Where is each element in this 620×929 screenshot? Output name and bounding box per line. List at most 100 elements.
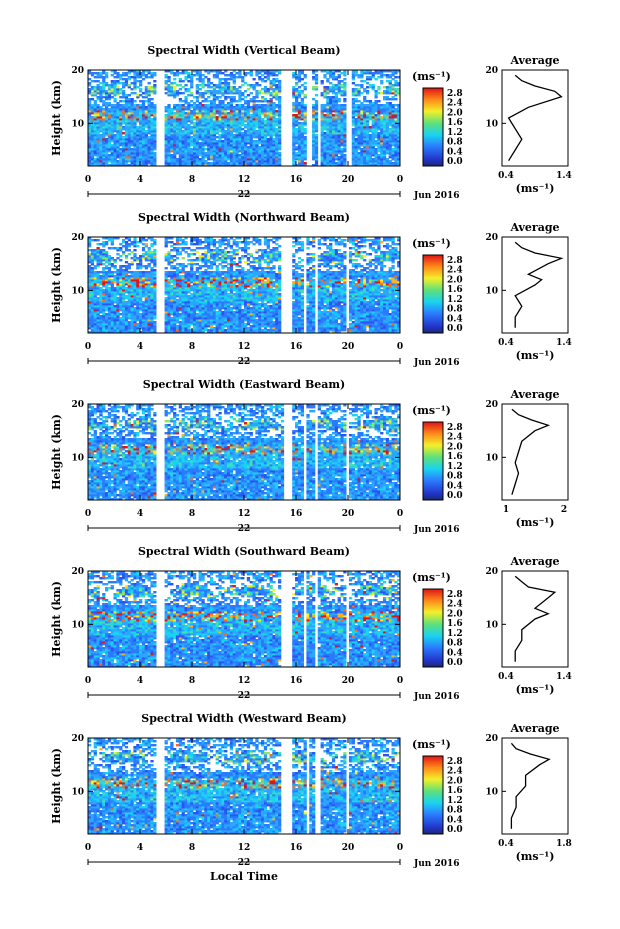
heatmap-cell — [198, 88, 202, 91]
heatmap-cell — [144, 158, 148, 161]
heatmap-cell — [195, 78, 200, 81]
heatmap-cell — [329, 82, 333, 85]
heatmap-cell — [320, 164, 324, 167]
heatmap-cell — [107, 150, 112, 153]
heatmap-cell — [246, 160, 251, 163]
heatmap-cell — [266, 100, 270, 103]
heatmap-cell — [190, 92, 194, 95]
heatmap-cell — [198, 102, 202, 105]
heatmap-cell — [164, 144, 168, 147]
heatmap-cell — [136, 80, 140, 83]
heatmap-cell — [269, 162, 273, 165]
heatmap-cell — [235, 144, 239, 147]
heatmap-cell — [266, 164, 270, 167]
heatmap-cell — [241, 154, 245, 157]
heatmap-cell — [329, 148, 333, 151]
heatmap-cell — [187, 72, 191, 75]
heatmap-cell — [292, 146, 296, 149]
heatmap-cell — [365, 162, 370, 165]
heatmap-cell — [119, 154, 123, 157]
heatmap-cell — [147, 148, 151, 151]
heatmap-cell — [170, 82, 174, 85]
heatmap-cell — [235, 148, 239, 151]
heatmap-cell — [357, 88, 361, 91]
heatmap-cell — [207, 144, 211, 147]
heatmap-cell — [312, 98, 316, 101]
heatmap-cell — [371, 148, 375, 151]
heatmap-cell — [337, 98, 341, 101]
heatmap-cell — [363, 148, 367, 151]
heatmap-cell — [323, 148, 327, 151]
heatmap-cell — [394, 98, 398, 101]
heatmap-cell — [246, 154, 251, 157]
heatmap-cell — [147, 146, 151, 149]
heatmap-cell — [394, 80, 398, 83]
heatmap-cell — [184, 152, 188, 155]
heatmap-cell — [272, 144, 276, 147]
heatmap-cell — [218, 152, 222, 155]
heatmap-cell — [136, 126, 140, 129]
heatmap-cell — [331, 162, 336, 165]
heatmap-cell — [292, 86, 296, 89]
heatmap-cell — [357, 154, 361, 157]
heatmap-cell — [224, 160, 228, 163]
colorbar-tick-label: 0.0 — [447, 157, 463, 167]
heatmap-cell — [181, 158, 185, 161]
heatmap-cell — [351, 158, 356, 161]
heatmap-cell — [365, 76, 370, 79]
heatmap-cell — [246, 100, 251, 103]
heatmap-cell — [164, 162, 168, 165]
heatmap-cell — [232, 156, 236, 159]
heatmap-cell — [278, 160, 282, 163]
heatmap-cell — [178, 72, 182, 75]
heatmap-cell — [326, 152, 330, 155]
heatmap-cell — [221, 78, 225, 81]
heatmap-cell — [90, 148, 95, 151]
heatmap-cell — [300, 90, 304, 93]
heatmap-cell — [238, 90, 242, 93]
heatmap-cell — [275, 164, 279, 167]
heatmap-cell — [323, 162, 327, 165]
heatmap-cell — [221, 160, 225, 163]
heatmap-cell — [292, 114, 296, 117]
heatmap-cell — [249, 150, 253, 153]
heatmap-cell — [382, 90, 387, 93]
heatmap-cell — [363, 150, 367, 153]
heatmap-cell — [133, 92, 137, 95]
heatmap-cell — [232, 144, 236, 147]
heatmap-cell — [195, 150, 200, 153]
heatmap-cell — [292, 156, 296, 159]
heatmap-cell — [255, 90, 259, 93]
heatmap-cell — [382, 162, 387, 165]
heatmap-cell — [184, 162, 188, 165]
heatmap-cell — [215, 148, 219, 151]
heatmap-cell — [394, 164, 398, 167]
heatmap-cell — [190, 126, 194, 129]
heatmap-cell — [119, 88, 123, 91]
heatmap-cell — [354, 154, 358, 157]
heatmap-cell — [351, 321, 356, 324]
heatmap-cell — [272, 88, 276, 91]
heatmap-cell — [357, 158, 361, 161]
heatmap-cell — [354, 164, 358, 167]
heatmap-cell — [244, 82, 248, 85]
heatmap-cell — [164, 156, 168, 159]
heatmap-cell — [303, 104, 307, 107]
heatmap-cell — [380, 162, 384, 165]
heatmap-cell — [272, 148, 276, 151]
heatmap-cell — [102, 148, 106, 151]
heatmap-cell — [371, 154, 375, 157]
heatmap-cell — [136, 323, 140, 326]
heatmap-cell — [385, 102, 390, 105]
heatmap-cell — [261, 156, 265, 159]
heatmap-cell — [88, 164, 92, 167]
heatmap-cell — [229, 148, 234, 151]
heatmap-cell — [99, 315, 103, 318]
heatmap-cell — [337, 104, 341, 107]
heatmap-cell — [241, 92, 245, 95]
heatmap-cell — [150, 144, 154, 147]
heatmap-cell — [102, 154, 106, 157]
heatmap-cell — [266, 160, 270, 163]
heatmap-cell — [394, 160, 398, 163]
heatmap-cell — [391, 78, 395, 81]
